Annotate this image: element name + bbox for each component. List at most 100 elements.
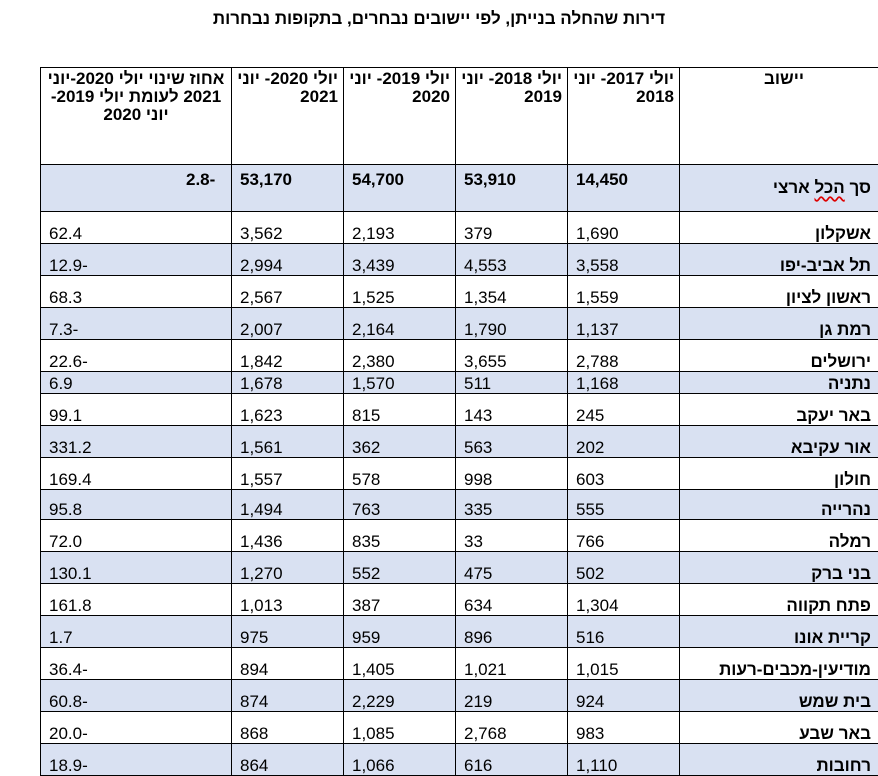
cell-value: 2,164	[344, 308, 456, 340]
cell-value: -22.6	[41, 340, 232, 372]
cell-value: 99.1	[41, 394, 232, 426]
cell-value: 511	[456, 372, 568, 394]
cell-value: 634	[456, 584, 568, 616]
locality-name: נתניה	[680, 372, 878, 394]
header-period-2017-2018: יולי 2017- יוני 2018	[568, 68, 680, 165]
cell-value: 2,007	[232, 308, 344, 340]
cell-value: 763	[344, 490, 456, 520]
cell-value: 1,494	[232, 490, 344, 520]
total-value-1: 14,450	[568, 165, 680, 212]
cell-value: 1,405	[344, 648, 456, 680]
cell-value: 3,562	[232, 212, 344, 244]
cell-value: 4,553	[456, 244, 568, 276]
cell-value: 68.3	[41, 276, 232, 308]
cell-value: 1.7	[41, 616, 232, 648]
cell-value: 563	[456, 426, 568, 458]
cell-value: 616	[456, 744, 568, 776]
locality-name: באר שבע	[680, 712, 878, 744]
cell-value: 1,570	[344, 372, 456, 394]
cell-value: 959	[344, 616, 456, 648]
cell-value: -18.9	[41, 744, 232, 776]
header-percent-change: אחוז שינוי יולי 2020-יוני 2021 לעומת יול…	[41, 68, 232, 165]
cell-value: 3,655	[456, 340, 568, 372]
cell-value: 1,021	[456, 648, 568, 680]
cell-value: 219	[456, 680, 568, 712]
cell-value: 896	[456, 616, 568, 648]
locality-name: בני ברק	[680, 552, 878, 584]
cell-value: 2,193	[344, 212, 456, 244]
header-period-2020-2021: יולי 2020- יוני 2021	[232, 68, 344, 165]
cell-value: 245	[568, 394, 680, 426]
locality-name: פתח תקווה	[680, 584, 878, 616]
cell-value: 1,013	[232, 584, 344, 616]
cell-value: 379	[456, 212, 568, 244]
locality-name: אור עקיבא	[680, 426, 878, 458]
cell-value: -12.9	[41, 244, 232, 276]
cell-value: 335	[456, 490, 568, 520]
cell-value: 998	[456, 458, 568, 490]
header-row: יישוב יולי 2017- יוני 2018 יולי 2018- יו…	[41, 68, 878, 165]
cell-value: 766	[568, 520, 680, 552]
total-value-5: -2.8	[41, 165, 232, 212]
cell-value: 1,270	[232, 552, 344, 584]
locality-name: רמת גן	[680, 308, 878, 340]
cell-value: 3,558	[568, 244, 680, 276]
cell-value: 387	[344, 584, 456, 616]
cell-value: 1,790	[456, 308, 568, 340]
locality-name: נהרייה	[680, 490, 878, 520]
locality-name: רחובות	[680, 744, 878, 776]
locality-name: קריית אונו	[680, 616, 878, 648]
cell-value: 2,788	[568, 340, 680, 372]
table-title: דירות שהחלה בנייתן, לפי יישובים נבחרים, …	[0, 9, 878, 29]
locality-name: בית שמש	[680, 680, 878, 712]
cell-value: 868	[232, 712, 344, 744]
cell-value: 1,015	[568, 648, 680, 680]
cell-value: 516	[568, 616, 680, 648]
cell-value: -20.0	[41, 712, 232, 744]
cell-value: 1,842	[232, 340, 344, 372]
cell-value: 6.9	[41, 372, 232, 394]
cell-value: 1,304	[568, 584, 680, 616]
header-locality: יישוב	[680, 68, 878, 165]
cell-value: 1,354	[456, 276, 568, 308]
cell-value: 1,525	[344, 276, 456, 308]
cell-value: 95.8	[41, 490, 232, 520]
cell-value: 1,085	[344, 712, 456, 744]
locality-name: רמלה	[680, 520, 878, 552]
cell-value: 130.1	[41, 552, 232, 584]
cell-value: 815	[344, 394, 456, 426]
cell-value: 552	[344, 552, 456, 584]
cell-value: -60.8	[41, 680, 232, 712]
cell-value: 835	[344, 520, 456, 552]
cell-value: 1,690	[568, 212, 680, 244]
locality-name: תל אביב-יפו	[680, 244, 878, 276]
cell-value: 72.0	[41, 520, 232, 552]
locality-name: ראשון לציון	[680, 276, 878, 308]
cell-value: 975	[232, 616, 344, 648]
cell-value: 1,137	[568, 308, 680, 340]
locality-name: חולון	[680, 458, 878, 490]
cell-value: 1,559	[568, 276, 680, 308]
cell-value: 161.8	[41, 584, 232, 616]
cell-value: 1,561	[232, 426, 344, 458]
header-period-2019-2020: יולי 2019- יוני 2020	[344, 68, 456, 165]
total-name: סך הכל ארצי	[680, 165, 878, 212]
cell-value: 1,168	[568, 372, 680, 394]
header-period-2018-2019: יולי 2018- יוני 2019	[456, 68, 568, 165]
cell-value: 1,110	[568, 744, 680, 776]
cell-value: -7.3	[41, 308, 232, 340]
